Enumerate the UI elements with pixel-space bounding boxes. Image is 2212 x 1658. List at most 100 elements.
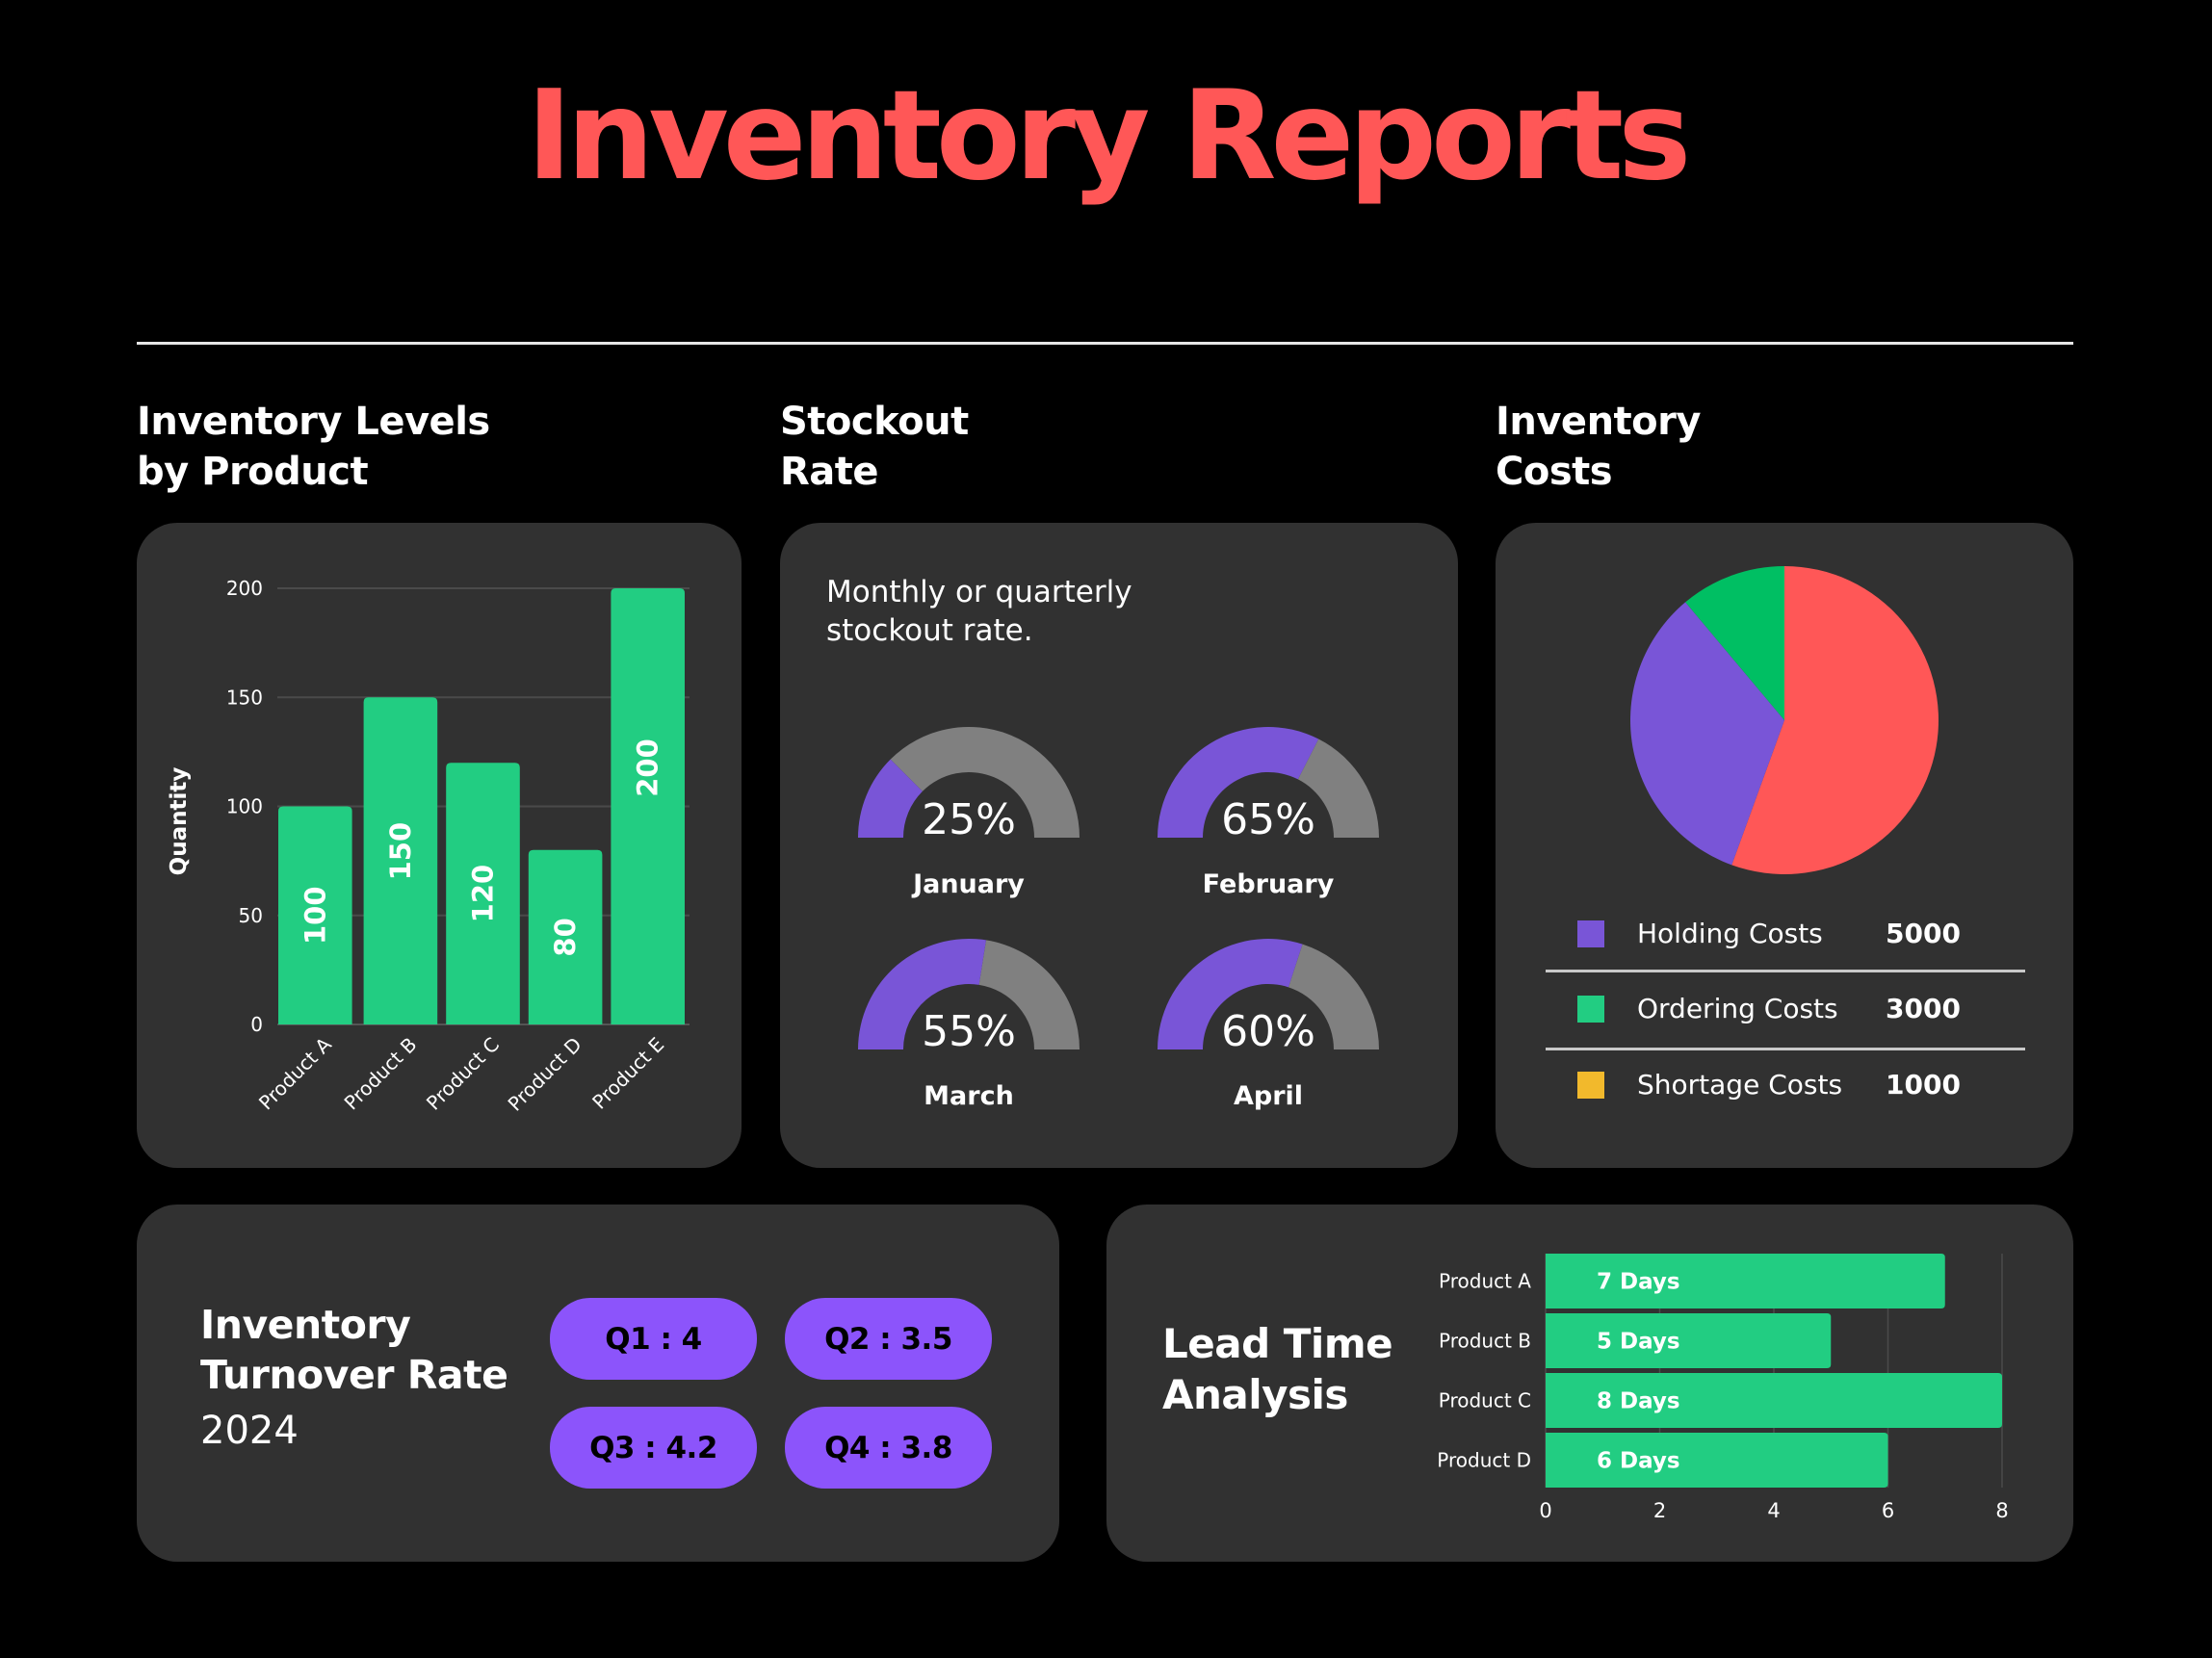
bar-value-label: 120 bbox=[467, 865, 500, 923]
heading-line: by Product bbox=[137, 450, 369, 494]
description-line: stockout rate. bbox=[826, 613, 1033, 648]
x-tick-label: Product D bbox=[504, 1033, 586, 1116]
legend-swatch bbox=[1577, 920, 1604, 947]
stockout-gauges: 25% January 65% February 55% March 60% April bbox=[858, 727, 1379, 1111]
bar-value-label: 6 Days bbox=[1597, 1449, 1680, 1474]
legend-value: 3000 bbox=[1886, 993, 1961, 1024]
legend-row-shortage: Shortage Costs 1000 bbox=[1496, 1066, 2073, 1104]
y-tick-label: 0 bbox=[250, 1013, 263, 1036]
x-tick-label: 4 bbox=[1767, 1499, 1780, 1522]
gauge-fill bbox=[1158, 727, 1319, 838]
y-tick-label: 100 bbox=[226, 795, 263, 818]
legend-row-ordering: Ordering Costs 3000 bbox=[1496, 990, 2073, 1028]
bar-value-label: 5 Days bbox=[1597, 1330, 1680, 1355]
legend-value: 1000 bbox=[1886, 1069, 1961, 1101]
inventory-levels-card: 0 50 100 150 200 100 150 120 80 200 Product A Pro… bbox=[137, 523, 742, 1168]
y-tick-label: 200 bbox=[226, 577, 263, 600]
pie-slice-ordering-costs bbox=[1630, 602, 1784, 866]
stockout-card: Monthly or quarterly stockout rate. 25% J… bbox=[780, 523, 1458, 1168]
title-line: Analysis bbox=[1162, 1371, 1348, 1418]
quarter-pill-q4: Q4 : 3.8 bbox=[785, 1407, 992, 1489]
title-line: Lead Time bbox=[1162, 1320, 1393, 1367]
x-tick-label: 6 bbox=[1882, 1499, 1894, 1522]
bar-value-label: 80 bbox=[549, 918, 582, 956]
quarter-pill-q3: Q3 : 4.2 bbox=[550, 1407, 757, 1489]
bar-product-c bbox=[1546, 1373, 2002, 1428]
heading-line: Inventory Levels bbox=[137, 400, 490, 444]
legend-swatch bbox=[1577, 996, 1604, 1023]
bar-product-b bbox=[1546, 1313, 1832, 1368]
x-tick-label: 8 bbox=[1995, 1499, 2008, 1522]
bar-product-a bbox=[1546, 1254, 1945, 1308]
legend-label: Holding Costs bbox=[1637, 918, 1823, 949]
pie-slice-shortage-costs bbox=[1685, 566, 1784, 720]
legend-row-holding: Holding Costs 5000 bbox=[1496, 915, 2073, 953]
x-tick-label: Product A bbox=[254, 1032, 336, 1114]
turnover-title: Inventory Turnover Rate 2024 bbox=[200, 1300, 508, 1456]
y-tick-label: Product B bbox=[1439, 1330, 1531, 1353]
gauge-percent: 60% bbox=[1221, 1007, 1315, 1056]
gauge-january: 25% January bbox=[858, 727, 1080, 899]
gauge-month-label: March bbox=[924, 1081, 1014, 1111]
gauge-month-label: February bbox=[1203, 869, 1335, 899]
heading-line: Inventory bbox=[1496, 400, 1701, 444]
x-tick-label: 0 bbox=[1539, 1499, 1551, 1522]
quarter-pill-q2: Q2 : 3.5 bbox=[785, 1298, 992, 1380]
y-tick-label: 50 bbox=[239, 904, 263, 927]
costs-card: Holding Costs 5000 Ordering Costs 3000 S… bbox=[1496, 523, 2073, 1168]
bar-value-label: 100 bbox=[299, 886, 331, 945]
gauge-track bbox=[1288, 944, 1379, 1049]
bar-value-label: 200 bbox=[632, 738, 664, 797]
inventory-levels-heading: Inventory Levels by Product bbox=[137, 397, 490, 497]
gauge-fill bbox=[1158, 939, 1303, 1049]
bar-value-label: 150 bbox=[384, 822, 417, 881]
bar-product-e bbox=[611, 588, 685, 1024]
y-tick-label: 150 bbox=[226, 686, 263, 709]
gauge-track bbox=[890, 727, 1080, 838]
legend-label: Shortage Costs bbox=[1637, 1069, 1843, 1101]
quarter-pill-q1: Q1 : 4 bbox=[550, 1298, 757, 1380]
y-tick-label: Product D bbox=[1437, 1449, 1531, 1472]
stockout-heading: Stockout Rate bbox=[780, 397, 969, 497]
heading-line: Costs bbox=[1496, 450, 1613, 494]
gauge-track bbox=[978, 940, 1080, 1049]
bar-product-a bbox=[278, 806, 352, 1024]
gauge-track bbox=[1297, 738, 1379, 838]
title-line: Turnover Rate bbox=[200, 1352, 508, 1398]
heading-line: Stockout bbox=[780, 400, 969, 444]
bar-product-d bbox=[1546, 1433, 1888, 1488]
title-line: Inventory bbox=[200, 1302, 411, 1348]
x-tick-label: Product B bbox=[340, 1033, 422, 1115]
bar-product-b bbox=[363, 697, 438, 1024]
gauge-fill bbox=[858, 759, 923, 838]
gauge-fill bbox=[858, 939, 986, 1049]
legend-label: Ordering Costs bbox=[1637, 993, 1838, 1024]
lead-time-card: Lead Time Analysis Product A Product B Pro… bbox=[1106, 1205, 2073, 1562]
y-tick-label: Product C bbox=[1439, 1389, 1531, 1412]
costs-heading: Inventory Costs bbox=[1496, 397, 1701, 497]
gauge-percent: 65% bbox=[1221, 795, 1315, 844]
bar-product-c bbox=[446, 763, 520, 1024]
legend-swatch bbox=[1577, 1072, 1604, 1099]
legend-divider bbox=[1546, 970, 2025, 972]
gauge-month-label: April bbox=[1234, 1081, 1303, 1111]
gauge-february: 65% February bbox=[1158, 727, 1379, 899]
x-tick-label: 2 bbox=[1653, 1499, 1666, 1522]
pie-slice-holding-costs bbox=[1731, 566, 1939, 874]
lead-time-title: Lead Time Analysis bbox=[1162, 1318, 1393, 1420]
y-axis-label: Quantity bbox=[167, 767, 192, 876]
description-line: Monthly or quarterly bbox=[826, 575, 1132, 609]
costs-pie-chart bbox=[1630, 566, 1939, 874]
y-tick-label: Product A bbox=[1439, 1270, 1531, 1293]
lead-time-chart: Product A Product B Product C Product D 7 D… bbox=[1437, 1254, 2009, 1522]
turnover-year: 2024 bbox=[200, 1409, 299, 1453]
turnover-card: Inventory Turnover Rate 2024 Q1 : 4 Q2 :… bbox=[137, 1205, 1059, 1562]
bar-product-d bbox=[528, 849, 603, 1024]
x-tick-label: Product E bbox=[587, 1033, 668, 1114]
bar-value-label: 7 Days bbox=[1597, 1270, 1680, 1295]
gauge-april: 60% April bbox=[1158, 939, 1379, 1111]
legend-value: 5000 bbox=[1886, 918, 1961, 949]
gauge-month-label: January bbox=[911, 869, 1025, 899]
gauge-percent: 25% bbox=[922, 795, 1016, 844]
